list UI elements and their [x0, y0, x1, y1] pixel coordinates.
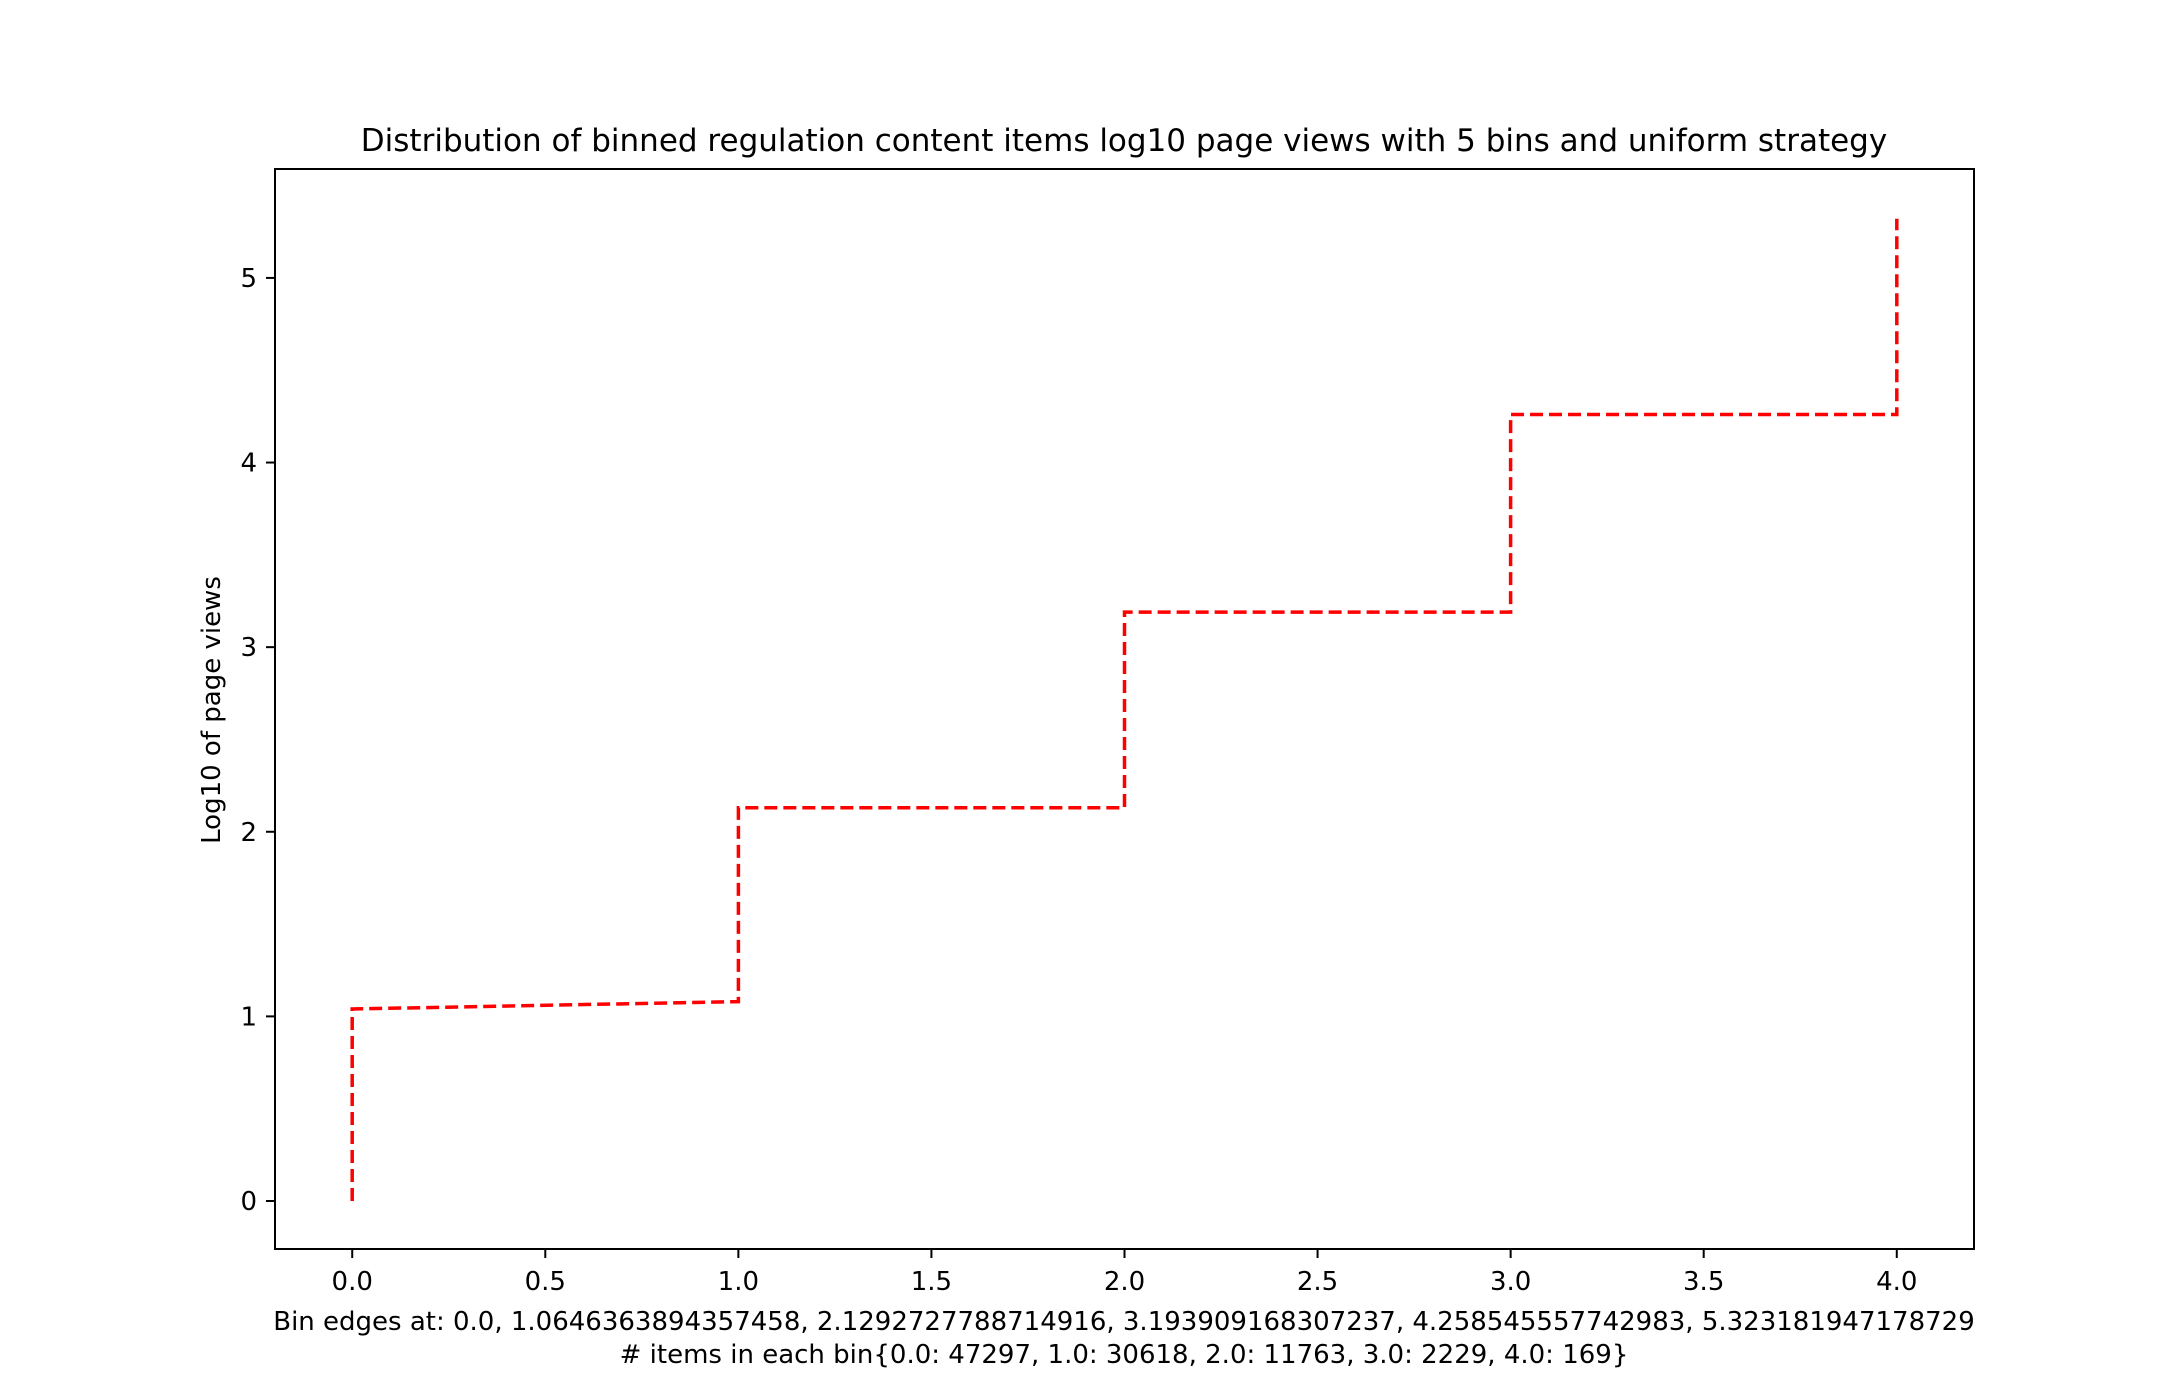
x-axis-label-bin-edges: Bin edges at: 0.0, 1.0646363894357458, 2… — [273, 1307, 1975, 1337]
series-line-0 — [350, 218, 1899, 1201]
x-tick-label: 3.0 — [1490, 1267, 1531, 1297]
y-tick-label: 5 — [240, 264, 257, 294]
x-tick-label: 4.0 — [1876, 1267, 1917, 1297]
x-tick-label: 0.0 — [332, 1267, 373, 1297]
x-axis-ticks: 0.0 0.5 1.0 1.5 2.0 2.5 3.0 3.5 4.0 — [332, 1249, 1917, 1297]
x-axis-label-bin-counts: # items in each bin{0.0: 47297, 1.0: 306… — [620, 1340, 1629, 1370]
x-tick-label: 2.5 — [1297, 1267, 1338, 1297]
y-axis-ticks: 0 1 2 3 4 5 — [240, 264, 275, 1217]
x-tick-label: 0.5 — [525, 1267, 566, 1297]
y-tick-label: 3 — [240, 633, 257, 663]
x-tick-label: 1.0 — [718, 1267, 759, 1297]
y-axis-label: Log10 of page views — [197, 576, 227, 844]
x-tick-label: 2.0 — [1104, 1267, 1145, 1297]
plot-layer — [350, 218, 1899, 1201]
y-tick-label: 0 — [240, 1187, 257, 1217]
x-tick-label: 1.5 — [911, 1267, 952, 1297]
y-tick-label: 1 — [240, 1002, 257, 1032]
y-tick-label: 4 — [240, 449, 257, 479]
x-tick-label: 3.5 — [1683, 1267, 1724, 1297]
chart-title: Distribution of binned regulation conten… — [361, 123, 1887, 159]
y-tick-label: 2 — [240, 818, 257, 848]
